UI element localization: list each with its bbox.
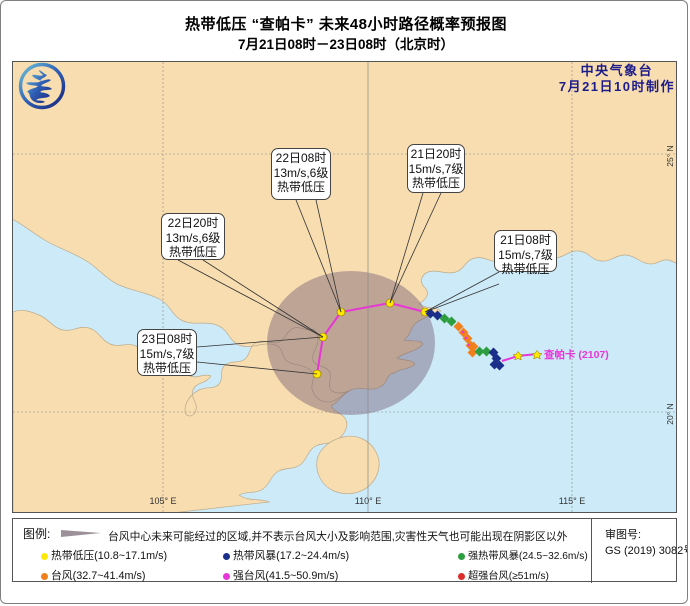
svg-text:25° N: 25° N: [665, 145, 675, 166]
svg-text:20° N: 20° N: [665, 403, 675, 424]
svg-text:查帕卡 (2107): 查帕卡 (2107): [543, 348, 609, 361]
